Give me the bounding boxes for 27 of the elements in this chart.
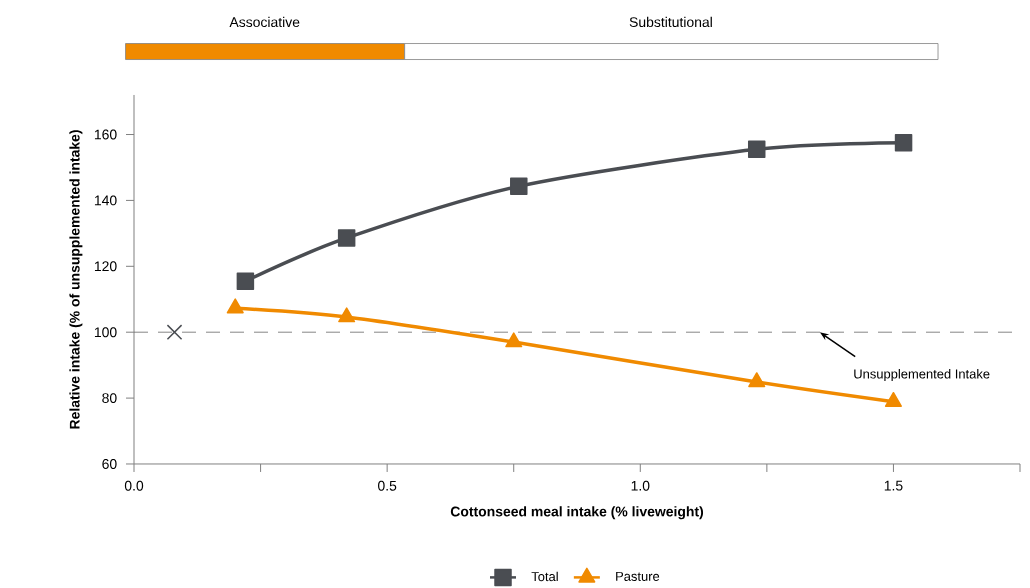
y-tick-label: 140	[94, 195, 117, 206]
x-tick-label: 0.5	[378, 480, 397, 491]
x-tick-label: 1.0	[631, 480, 650, 491]
point	[747, 140, 766, 159]
x-tick-label: 0.0	[124, 480, 144, 491]
point	[510, 177, 528, 195]
legend-label: Pasture	[616, 571, 660, 581]
y-axis-title: Relative intake (% of unsupplemented intake)	[69, 130, 83, 429]
point	[505, 332, 523, 348]
point	[748, 372, 766, 388]
y-tick-label: 80	[102, 393, 117, 404]
point	[884, 391, 902, 407]
y-tick-label: 60	[102, 459, 117, 469]
point	[337, 229, 356, 247]
legend-label: Total	[531, 571, 558, 582]
point	[226, 298, 244, 314]
text: Substitutional	[629, 16, 712, 28]
ref-line-label: Unsupplemented Intake	[854, 369, 990, 382]
point	[338, 307, 356, 323]
text: Associative	[229, 16, 300, 28]
point	[236, 272, 255, 290]
y-tick-label: 160	[94, 129, 117, 140]
x-axis-title: Cottonseed meal intake (% liveweight)	[450, 506, 704, 520]
y-tick-label: 100	[94, 327, 117, 338]
x-tick-label: 1.5	[884, 480, 903, 491]
point	[894, 134, 913, 152]
y-tick-label: 120	[94, 261, 117, 272]
